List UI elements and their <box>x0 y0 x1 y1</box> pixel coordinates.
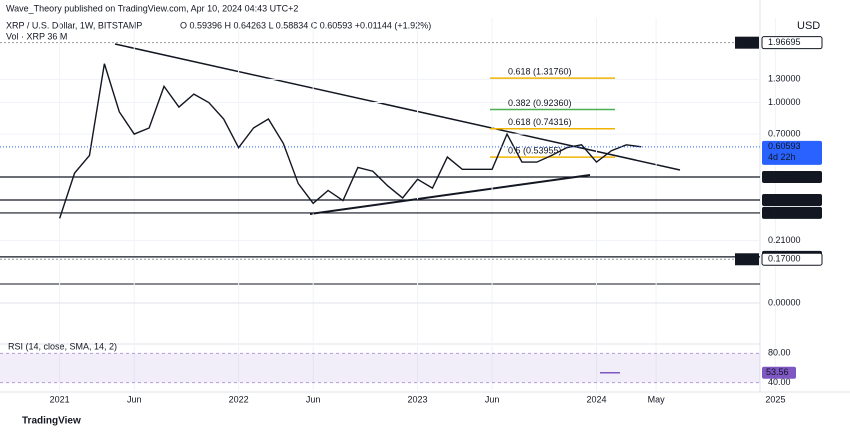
y-tick-label: 0.70000 <box>768 128 801 138</box>
x-tick-label: 2024 <box>586 394 606 404</box>
y-tick-label: 0.21000 <box>768 235 801 245</box>
symbol: XRP / U.S. Dollar, 1W, BITSTAMP <box>6 20 142 30</box>
trendline <box>309 174 591 215</box>
last-price-label: 0.60593 <box>768 141 801 151</box>
x-tick-label: May <box>648 394 666 404</box>
low-tag <box>761 252 823 266</box>
fib-label: 0.618 (0.74316) <box>508 117 572 127</box>
low-name-tag <box>735 253 759 266</box>
x-tick-label: 2022 <box>229 394 249 404</box>
fib-label: 0.382 (0.92360) <box>508 98 572 108</box>
low-name: Low <box>738 254 755 264</box>
rsi-label: 53.56 <box>766 367 789 377</box>
y-tick-label: 1.30000 <box>768 74 801 84</box>
high-name: High <box>738 37 757 47</box>
volume-label: Vol · XRP 36 M <box>6 31 67 41</box>
macd-axis-label: 0.00000 <box>768 297 801 307</box>
rsi-tag <box>762 366 796 379</box>
rsi-title: RSI (14, close, SMA, 14, 2) <box>8 341 117 351</box>
low-label: 0.17000 <box>768 254 801 264</box>
x-tick-label: Jun <box>306 394 321 404</box>
x-tick-label: Jun <box>127 394 142 404</box>
publisher: Wave_Theory published on TradingView.com… <box>6 3 298 13</box>
x-tick-label: 2021 <box>50 394 70 404</box>
price-line <box>58 63 642 219</box>
x-tick-label: 2025 <box>765 394 785 404</box>
brand: TradingView <box>22 416 81 427</box>
fib-label: 0.618 (1.31760) <box>508 67 572 77</box>
ohlc: O 0.59396 H 0.64263 L 0.58834 C 0.60593 … <box>180 20 431 30</box>
level-label: 0.28704 <box>768 207 801 217</box>
level-tag <box>762 170 822 183</box>
high-name-tag <box>735 36 759 49</box>
x-tick-label: 2023 <box>408 394 428 404</box>
level-label: 0.33233 <box>768 194 801 204</box>
last-price-tag <box>762 140 822 165</box>
currency: USD <box>797 20 820 32</box>
level-label: 0.43090 <box>768 171 801 181</box>
rsi-tick-label: 80.00 <box>768 348 791 358</box>
high-tag <box>761 36 823 50</box>
level-tag <box>762 206 822 219</box>
rsi-band <box>0 353 760 383</box>
high-label: 1.96695 <box>768 37 801 47</box>
level-tag <box>762 193 822 206</box>
rsi-tick-label: 40.00 <box>768 377 791 387</box>
fib-label: 0.5 (0.53955) <box>508 145 562 155</box>
countdown: 4d 22h <box>768 152 796 162</box>
x-tick-label: Jun <box>485 394 500 404</box>
y-tick-label: 1.00000 <box>768 97 801 107</box>
